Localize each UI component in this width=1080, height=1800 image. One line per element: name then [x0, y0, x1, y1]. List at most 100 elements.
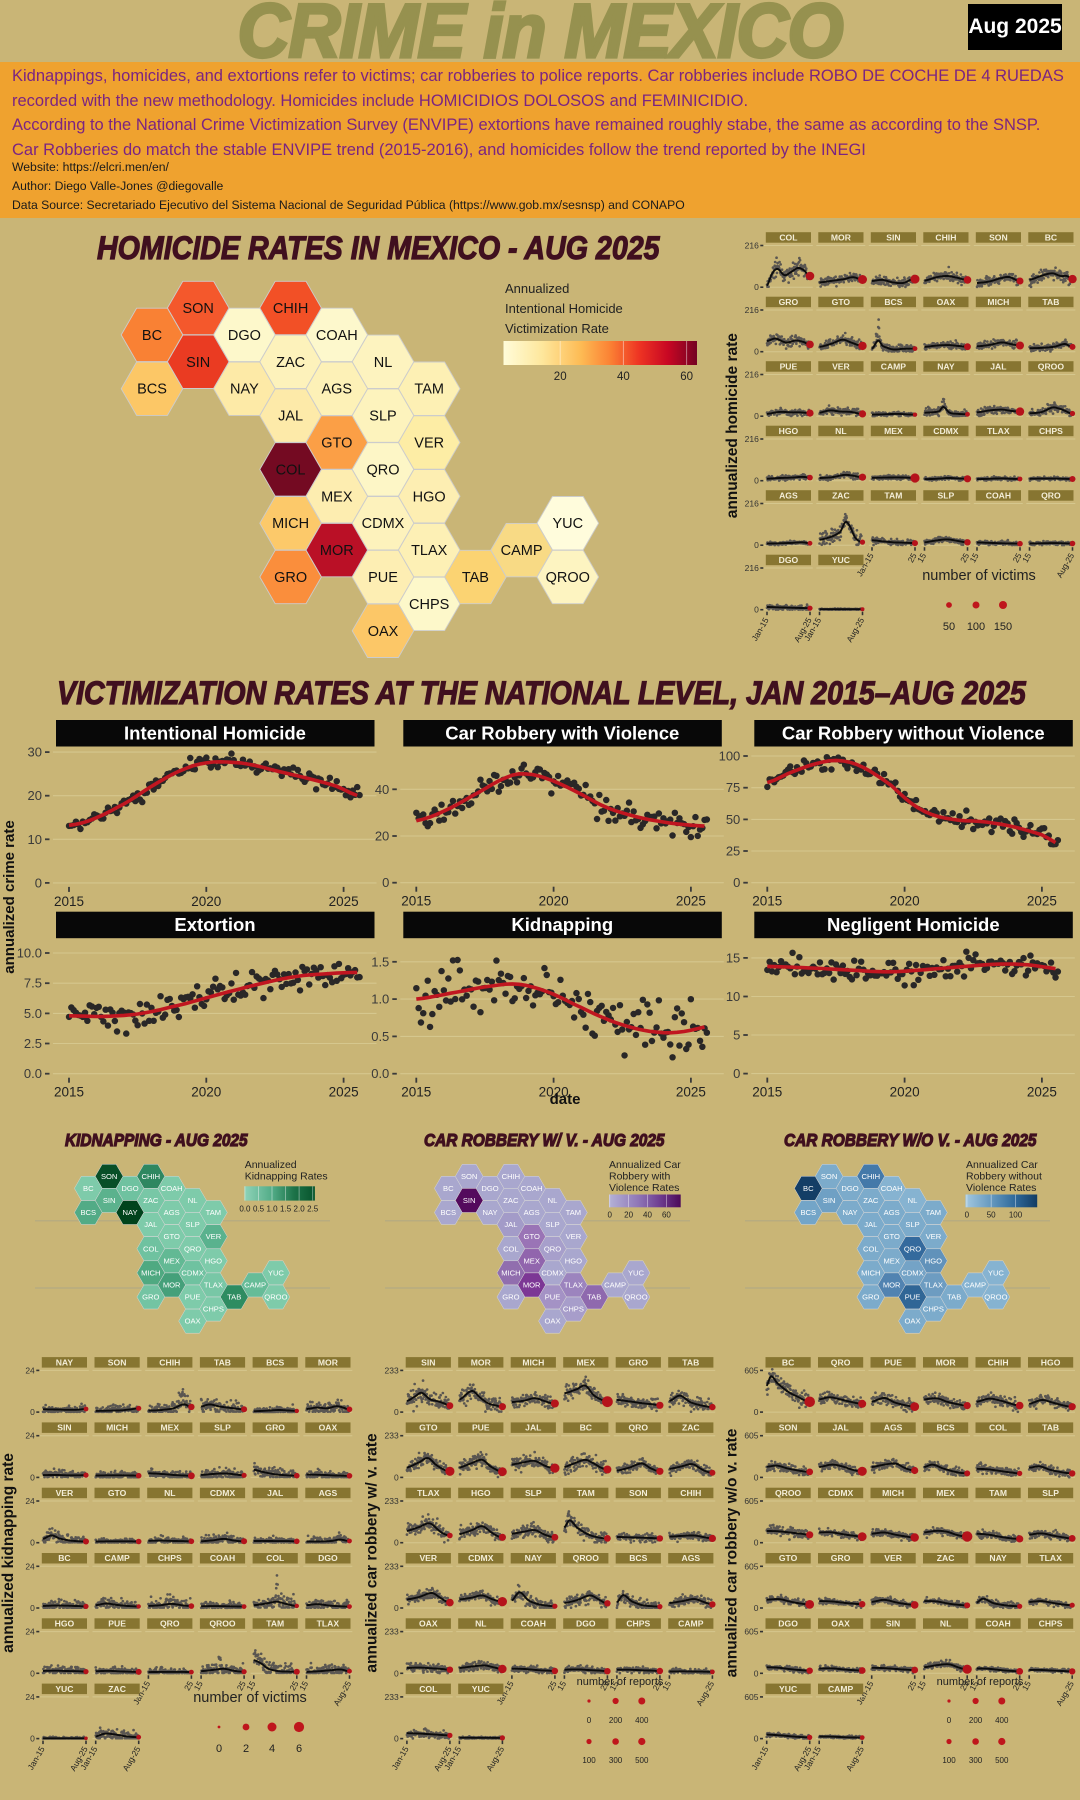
svg-text:2015: 2015: [401, 894, 431, 909]
svg-text:Aug-25: Aug-25: [120, 1744, 142, 1773]
svg-text:VER: VER: [926, 1232, 942, 1241]
svg-text:QROO: QROO: [264, 1293, 287, 1302]
svg-text:SIN: SIN: [886, 1619, 900, 1629]
svg-text:AGS: AGS: [321, 382, 352, 398]
svg-text:YUC: YUC: [779, 1684, 797, 1694]
svg-text:10: 10: [726, 989, 740, 1004]
svg-text:DGO: DGO: [779, 555, 799, 565]
svg-text:Aug-25: Aug-25: [1054, 1679, 1076, 1708]
svg-text:2015: 2015: [752, 1085, 782, 1100]
svg-text:CDMX: CDMX: [541, 1269, 563, 1278]
svg-text:AGS: AGS: [884, 1208, 900, 1217]
svg-text:BCS: BCS: [440, 1208, 456, 1217]
svg-text:2025: 2025: [676, 894, 706, 909]
svg-text:MOR: MOR: [163, 1281, 181, 1290]
svg-text:Annualized: Annualized: [505, 281, 569, 296]
svg-text:TAB: TAB: [587, 1293, 601, 1302]
svg-text:CAMP: CAMP: [678, 1619, 704, 1629]
svg-text:CAMP: CAMP: [964, 1281, 986, 1290]
svg-text:SON: SON: [989, 232, 1008, 242]
svg-text:number of victims: number of victims: [922, 568, 1036, 584]
svg-text:QRO: QRO: [160, 1619, 180, 1629]
svg-text:SON: SON: [779, 1423, 798, 1433]
svg-text:HGO: HGO: [779, 426, 799, 436]
svg-text:Aug-25: Aug-25: [1054, 551, 1076, 580]
svg-text:Jan-15: Jan-15: [25, 1744, 47, 1771]
svg-text:SIN: SIN: [463, 1196, 476, 1205]
svg-text:15: 15: [726, 950, 740, 965]
svg-text:Jan-15: Jan-15: [749, 1744, 771, 1771]
svg-text:300: 300: [609, 1756, 623, 1765]
svg-text:HGO: HGO: [565, 1256, 582, 1265]
svg-text:CHIH: CHIH: [502, 1172, 521, 1181]
svg-text:OAX: OAX: [904, 1317, 920, 1326]
svg-text:GTO: GTO: [108, 1488, 127, 1498]
svg-text:PUE: PUE: [185, 1293, 201, 1302]
svg-text:ZAC: ZAC: [863, 1196, 879, 1205]
svg-text:SON: SON: [182, 301, 213, 317]
svg-text:BCS: BCS: [266, 1357, 284, 1367]
svg-text:GTO: GTO: [884, 1232, 900, 1241]
svg-text:1.0: 1.0: [266, 1205, 278, 1214]
svg-text:CDMX: CDMX: [210, 1488, 236, 1498]
svg-text:150: 150: [994, 621, 1012, 633]
svg-text:ZAC: ZAC: [937, 1553, 955, 1563]
svg-text:20: 20: [554, 371, 567, 383]
svg-text:JAL: JAL: [144, 1220, 157, 1229]
svg-text:Annualized Car: Annualized Car: [966, 1159, 1038, 1171]
svg-text:COAH: COAH: [210, 1553, 235, 1563]
svg-text:15: 15: [915, 1679, 928, 1692]
svg-text:2.0: 2.0: [294, 1205, 306, 1214]
svg-text:2020: 2020: [191, 894, 221, 909]
svg-text:Negligent Homicide: Negligent Homicide: [827, 914, 1000, 935]
svg-text:QRO: QRO: [1041, 490, 1061, 500]
svg-text:TLAX: TLAX: [1039, 1553, 1062, 1563]
svg-text:CDMX: CDMX: [828, 1488, 854, 1498]
svg-text:VER: VER: [419, 1553, 437, 1563]
svg-text:MOR: MOR: [318, 1357, 339, 1367]
svg-text:15: 15: [1020, 551, 1033, 564]
svg-text:MICH: MICH: [141, 1269, 160, 1278]
svg-text:SLP: SLP: [1042, 1488, 1059, 1498]
svg-text:COL: COL: [863, 1244, 879, 1253]
svg-text:VER: VER: [832, 361, 850, 371]
svg-text:TAM: TAM: [884, 490, 902, 500]
svg-text:40: 40: [375, 782, 389, 797]
svg-text:QROO: QROO: [775, 1488, 802, 1498]
svg-text:OAX: OAX: [544, 1317, 560, 1326]
svg-text:605: 605: [744, 1431, 758, 1441]
svg-text:2025: 2025: [676, 1085, 706, 1100]
svg-text:24: 24: [25, 1431, 35, 1441]
svg-text:50: 50: [987, 1211, 996, 1220]
svg-text:annualized kidnapping rate: annualized kidnapping rate: [0, 1453, 17, 1653]
svg-text:DGO: DGO: [481, 1184, 498, 1193]
svg-text:6: 6: [296, 1743, 302, 1755]
svg-text:SON: SON: [108, 1357, 127, 1367]
svg-text:BC: BC: [1045, 232, 1057, 242]
svg-text:GTO: GTO: [321, 436, 352, 452]
svg-text:SON: SON: [101, 1172, 117, 1181]
svg-text:0: 0: [382, 875, 389, 890]
svg-text:YUC: YUC: [988, 1269, 1005, 1278]
svg-text:BC: BC: [83, 1184, 94, 1193]
svg-text:ZAC: ZAC: [108, 1684, 126, 1694]
svg-text:24: 24: [25, 1561, 35, 1571]
svg-text:10.0: 10.0: [17, 946, 42, 961]
svg-text:NL: NL: [940, 1619, 951, 1629]
svg-text:QRO: QRO: [184, 1244, 201, 1253]
svg-text:0: 0: [394, 1407, 399, 1417]
svg-text:0: 0: [965, 1211, 970, 1220]
svg-text:0: 0: [754, 1734, 759, 1744]
svg-text:CAMP: CAMP: [604, 1281, 626, 1290]
svg-text:CDMX: CDMX: [362, 516, 405, 532]
svg-text:annualized crime rate: annualized crime rate: [1, 820, 18, 973]
svg-text:Car Robbery without Violence: Car Robbery without Violence: [782, 723, 1045, 744]
svg-text:NL: NL: [835, 426, 846, 436]
svg-text:15: 15: [915, 551, 928, 564]
svg-text:200: 200: [609, 1716, 623, 1725]
svg-text:TLAX: TLAX: [924, 1281, 943, 1290]
svg-text:SIN: SIN: [421, 1357, 435, 1367]
svg-text:CHPS: CHPS: [923, 1305, 944, 1314]
svg-text:1.5: 1.5: [280, 1205, 292, 1214]
svg-text:COAH: COAH: [985, 1619, 1010, 1629]
